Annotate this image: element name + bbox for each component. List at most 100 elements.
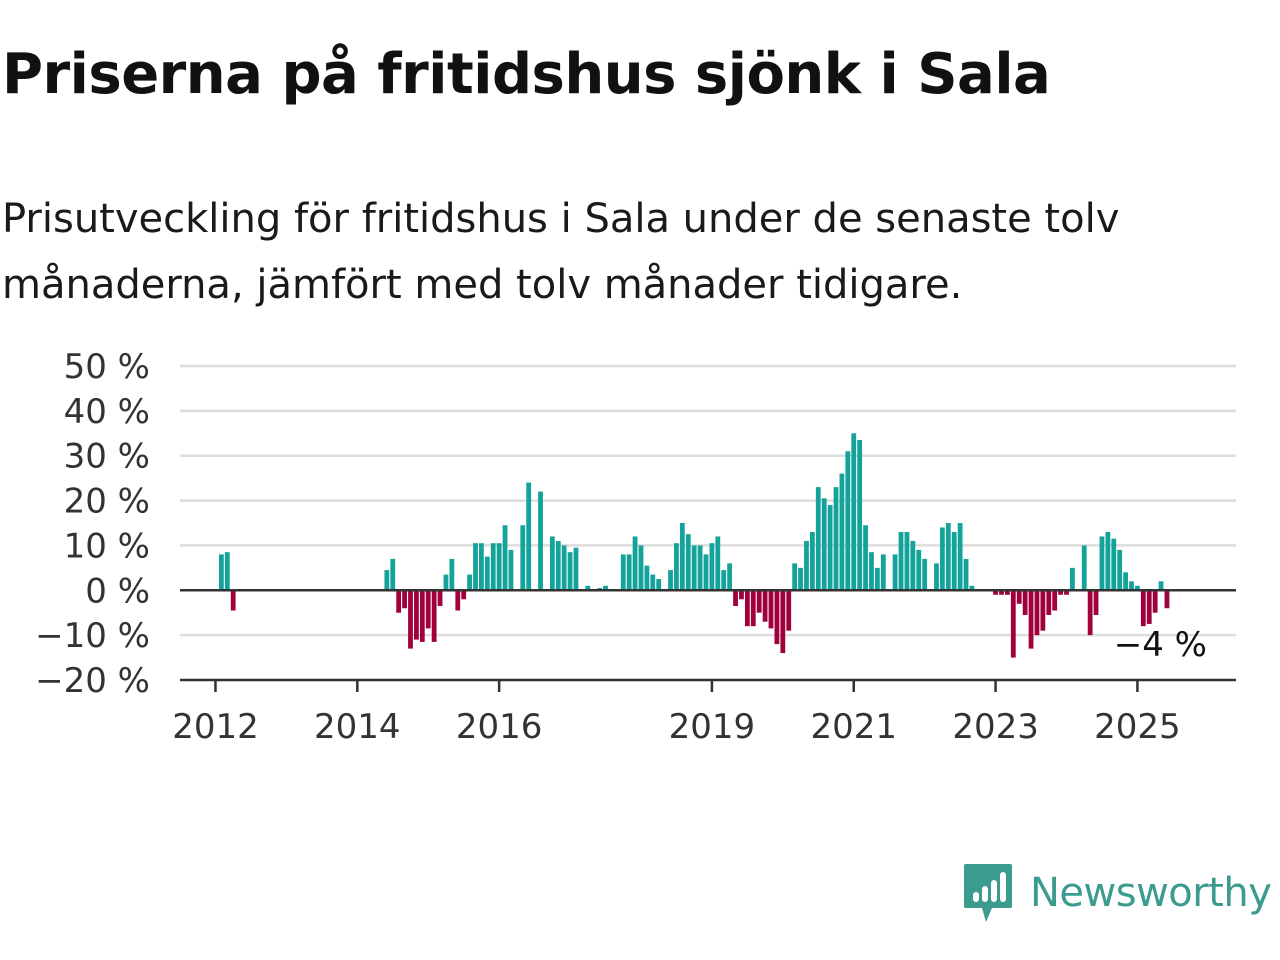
bar-positive — [679, 523, 685, 591]
bar-positive — [880, 554, 886, 591]
bar-positive — [697, 545, 703, 591]
y-tick-label: 20 % — [64, 482, 150, 522]
bar-positive — [827, 505, 833, 591]
bar-positive — [650, 574, 656, 591]
bar-positive — [1117, 549, 1123, 591]
bar-positive — [502, 525, 508, 591]
bar-negative — [1164, 590, 1170, 609]
bar-positive — [484, 556, 490, 591]
brand-name: Newsworthy — [1030, 870, 1272, 916]
bar-negative — [1152, 590, 1158, 613]
x-axis: 2012 2014 2016 2019 2021 2023 2025 — [172, 678, 1236, 747]
bar-positive — [904, 531, 910, 591]
bar-negative — [1010, 590, 1016, 658]
bar-positive — [561, 545, 567, 591]
bars — [218, 433, 1170, 658]
bar-negative — [768, 590, 774, 629]
bar-positive — [945, 523, 951, 591]
y-tick-label: 30 % — [64, 437, 150, 477]
y-tick-label: 50 % — [64, 347, 150, 387]
bar-positive — [526, 482, 532, 591]
bar-negative — [431, 590, 437, 642]
bar-positive — [1129, 581, 1134, 591]
bar-positive — [851, 433, 857, 591]
bar-negative — [425, 590, 431, 629]
bar-positive — [508, 549, 514, 591]
bar-negative — [1064, 590, 1069, 595]
bar-negative — [1028, 590, 1034, 649]
bar-positive — [898, 531, 904, 591]
y-tick-label: 10 % — [64, 526, 150, 566]
bar-negative — [408, 590, 413, 649]
end-value-label: −4 % — [1114, 625, 1207, 665]
bar-negative — [1046, 590, 1052, 615]
bar-negative — [733, 590, 738, 606]
bar-positive — [1111, 538, 1117, 591]
bar-positive — [496, 543, 502, 591]
bar-positive — [727, 563, 733, 591]
x-tick-label: 2021 — [810, 707, 897, 747]
bar-negative — [1058, 590, 1063, 595]
y-tick-label: 0 % — [85, 571, 150, 611]
bar-positive — [674, 543, 679, 591]
bar-positive — [833, 487, 839, 591]
bar-positive — [685, 534, 691, 591]
bar-positive — [804, 540, 809, 591]
chart-title: Priserna på fritidshus sjönk i Sala — [2, 42, 1051, 107]
bar-positive — [1123, 572, 1128, 591]
bar-positive — [957, 523, 963, 591]
bar-positive — [656, 579, 662, 591]
bar-positive — [721, 570, 727, 591]
bar-positive — [922, 558, 928, 591]
bar-negative — [1016, 590, 1022, 604]
bar-positive — [703, 554, 709, 591]
bar-positive — [1081, 545, 1087, 591]
bar-positive — [951, 531, 957, 591]
bar-negative — [1040, 590, 1046, 631]
bar-positive — [603, 585, 608, 591]
bar-positive — [520, 525, 526, 591]
bar-positive — [916, 549, 922, 591]
chart-subtitle: Prisutveckling för fritidshus i Sala und… — [2, 196, 1120, 308]
x-tick-label: 2023 — [952, 707, 1039, 747]
bar-positive — [869, 552, 874, 591]
bar-chart: 50 %40 %30 %20 %10 %0 %−10 %−20 % 2012 20… — [35, 347, 1236, 747]
bar-negative — [1146, 590, 1152, 624]
bar-negative — [1087, 590, 1093, 636]
bar-positive — [798, 567, 803, 591]
bar-positive — [384, 570, 390, 591]
bar-positive — [632, 536, 638, 591]
x-tick-label: 2012 — [172, 707, 259, 747]
y-tick-label: −20 % — [35, 661, 150, 701]
bar-positive — [573, 547, 579, 591]
bar-positive — [668, 570, 673, 591]
x-tick-label: 2019 — [669, 707, 756, 747]
bar-positive — [874, 567, 880, 591]
bar-negative — [999, 590, 1004, 595]
bar-negative — [1034, 590, 1040, 636]
bar-negative — [402, 590, 407, 609]
bar-positive — [585, 585, 591, 591]
bar-positive — [644, 565, 650, 591]
bar-positive — [567, 552, 573, 591]
bar-positive — [443, 574, 449, 591]
bar-positive — [691, 545, 697, 591]
bar-positive — [939, 527, 945, 591]
bar-positive — [1070, 567, 1075, 591]
end-label-group: −4 % — [1114, 625, 1207, 665]
bar-positive — [490, 543, 496, 591]
bar-positive — [792, 563, 798, 591]
bar-negative — [230, 590, 236, 611]
bar-positive — [815, 487, 821, 591]
bar-negative — [396, 590, 402, 613]
bar-positive — [969, 585, 975, 591]
bar-negative — [762, 590, 768, 622]
bar-negative — [993, 590, 998, 595]
bar-negative — [1093, 590, 1099, 615]
bar-positive — [479, 543, 484, 591]
bar-positive — [224, 552, 230, 591]
bar-positive — [473, 543, 478, 591]
bar-negative — [786, 590, 792, 631]
bar-positive — [1135, 585, 1140, 591]
brand: Newsworthy — [962, 862, 1272, 924]
